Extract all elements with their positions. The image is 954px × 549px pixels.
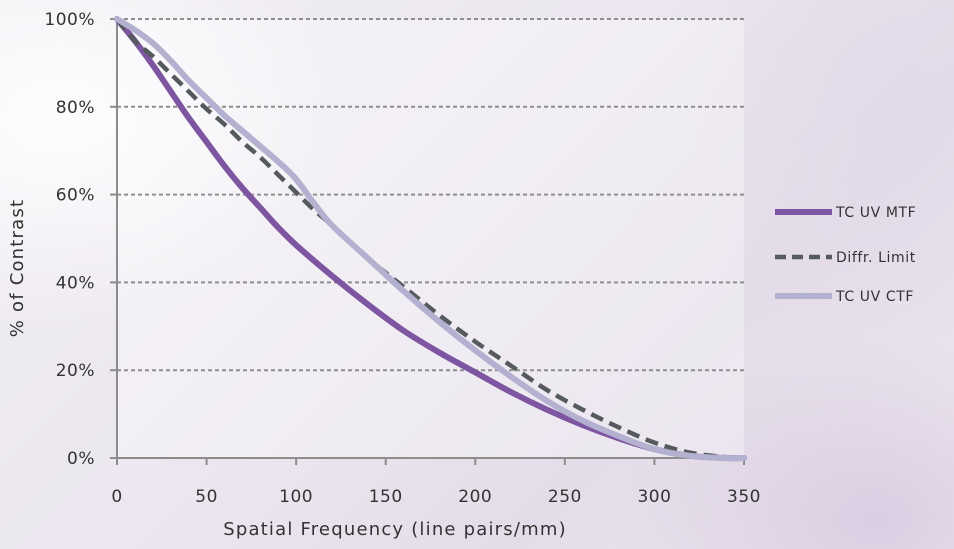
x-tick-label: 200 [458, 487, 492, 507]
x-tick-label: 350 [727, 487, 761, 507]
x-tick-label: 250 [548, 487, 582, 507]
y-axis-title: % of Contrast [7, 199, 28, 337]
legend-label-tc-uv-ctf: TC UV CTF [835, 289, 914, 305]
x-tick-label: 300 [637, 487, 671, 507]
y-tick-label: 20% [56, 361, 95, 381]
y-tick-label: 40% [56, 273, 95, 293]
x-tick-label: 50 [195, 487, 218, 507]
legend: TC UV MTF Diffr. Limit TC UV CTF [775, 205, 916, 305]
series-line-tc-uv-ctf [114, 16, 747, 462]
y-tick-label: 60% [56, 186, 95, 206]
x-axis-title: Spatial Frequency (line pairs/mm) [223, 519, 567, 540]
series-lines [114, 16, 747, 462]
legend-label-tc-uv-mtf: TC UV MTF [835, 205, 916, 221]
y-tick-label: 80% [56, 98, 95, 118]
legend-label-diffr-limit: Diffr. Limit [836, 250, 916, 266]
x-tick-label: 150 [369, 487, 403, 507]
tick-labels: 0% 20% 40% 60% 80% 100% 0 50 100 150 200 250 300 350 [44, 10, 761, 507]
y-tick-label: 0% [67, 449, 95, 469]
x-tick-label: 0 [111, 487, 122, 507]
axes [110, 18, 745, 465]
y-tick-label: 100% [44, 10, 95, 30]
series-line-diffr-limit [115, 17, 745, 461]
plot-area [117, 19, 744, 458]
x-tick-label: 100 [279, 487, 313, 507]
